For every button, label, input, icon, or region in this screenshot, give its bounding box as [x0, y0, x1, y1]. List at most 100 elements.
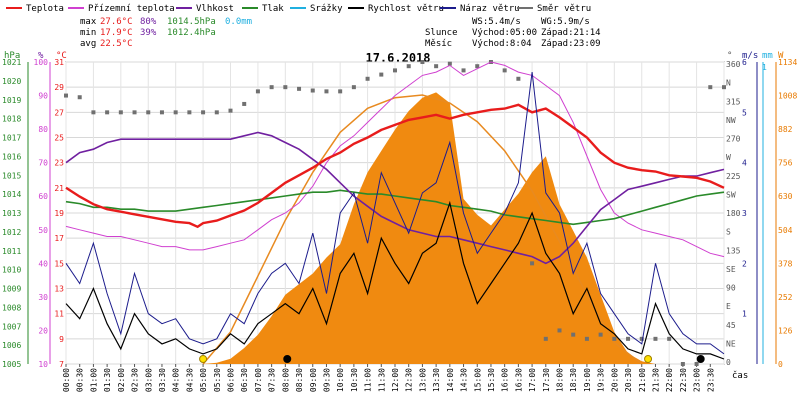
tick-label-time: 23:30	[706, 368, 715, 392]
stats-max-temp: 27.6°C	[100, 17, 133, 27]
wind-ws: WS:5.4m/s	[472, 17, 521, 27]
tick-label-hpa: 1008	[2, 303, 21, 312]
stats-avg-label: avg	[80, 39, 96, 49]
tick-label-temp: 25	[54, 134, 64, 143]
tick-label-temp: 27	[54, 108, 64, 117]
tick-label-time: 00:30	[76, 368, 85, 392]
stats-avg-temp: 22.5°C	[100, 39, 133, 49]
tick-label-time: 18:00	[556, 368, 565, 392]
tick-label-time: 18:30	[569, 368, 578, 392]
series-point-wind-direction	[283, 85, 288, 90]
series-point-wind-direction	[420, 60, 425, 64]
series-point-wind-direction	[201, 110, 206, 115]
legend-label: Teplota	[26, 4, 64, 14]
legend-label: Přízemní teplota	[88, 4, 175, 14]
tick-label-temp: 21	[54, 184, 64, 193]
tick-label-ms: 5	[742, 108, 747, 117]
tick-label-hpa: 1009	[2, 285, 21, 294]
tick-label-dir: W	[726, 153, 731, 162]
tick-label-time: 02:30	[131, 368, 140, 392]
stats-min-press: 1012.4hPa	[167, 28, 216, 38]
series-point-wind-direction	[77, 95, 82, 100]
series-point-wind-direction	[447, 61, 452, 66]
tick-label-time: 07:00	[254, 368, 263, 392]
tick-label-time: 08:00	[281, 368, 290, 392]
tick-label-time: 03:30	[158, 368, 167, 392]
tick-label-dir: E	[726, 302, 731, 311]
tick-label-time: 20:00	[610, 368, 619, 392]
tick-label-time: 06:30	[240, 368, 249, 392]
tick-label-time: 11:00	[364, 368, 373, 392]
axis-unit-time: čas	[732, 370, 748, 381]
tick-label-pct: 80	[38, 125, 48, 134]
moonset-marker	[696, 355, 705, 363]
series-point-wind-direction	[598, 332, 603, 337]
series-point-wind-direction	[584, 336, 589, 341]
sun-label: Slunce	[425, 28, 458, 38]
tick-label-temp: 13	[54, 285, 64, 294]
series-point-wind-direction	[626, 336, 631, 341]
tick-label-ms: 2	[742, 259, 747, 268]
series-point-wind-direction	[694, 362, 699, 366]
tick-label-ms: 3	[742, 209, 747, 218]
tick-label-time: 21:00	[638, 368, 647, 392]
tick-label-time: 07:30	[268, 368, 277, 392]
tick-label-time: 23:00	[693, 368, 702, 392]
stats-max-label: max	[80, 17, 97, 27]
stats-max-rain: 0.0mm	[225, 17, 252, 27]
series-point-wind-direction	[543, 336, 548, 341]
series-point-wind-direction	[64, 93, 68, 98]
tick-label-dir: 225	[726, 172, 741, 181]
tick-label-hpa: 1019	[2, 96, 21, 105]
tick-label-dir: 360	[726, 60, 741, 69]
series-point-wind-direction	[557, 328, 562, 333]
tick-label-time: 06:00	[227, 368, 236, 392]
series-point-wind-direction	[91, 110, 96, 115]
moonrise-marker	[283, 355, 292, 363]
tick-label-hpa: 1015	[2, 171, 21, 180]
series-line-ground-temperature	[65, 61, 725, 258]
legend-label: Rychlost větru	[368, 4, 444, 14]
tick-label-time: 22:30	[679, 368, 688, 392]
series-point-wind-direction	[434, 64, 439, 69]
axis-unit-hpa: hPa	[4, 51, 20, 61]
stats-max-hum: 80%	[140, 17, 157, 27]
tick-label-time: 11:30	[377, 368, 386, 392]
tick-label-hpa: 1017	[2, 134, 21, 143]
tick-label-w: 1134	[778, 58, 797, 67]
axis-unit-mm: mm	[762, 51, 773, 61]
series-point-wind-direction	[187, 110, 192, 115]
tick-label-pct: 90	[38, 92, 48, 101]
tick-label-ms: 1	[742, 310, 747, 319]
series-point-wind-direction	[475, 64, 480, 69]
axis-unit-deg: °	[727, 51, 732, 61]
moon-set: Západ:23:09	[541, 39, 601, 49]
tick-label-time: 16:00	[501, 368, 510, 392]
axis-unit-ms: m/s	[742, 51, 758, 61]
wind-wg: WG:5.9m/s	[541, 17, 590, 27]
tick-label-ms: 6	[742, 58, 747, 67]
series-point-wind-direction	[680, 362, 685, 366]
series-point-wind-direction	[146, 110, 151, 115]
tick-label-hpa: 1012	[2, 228, 21, 237]
series-point-wind-direction	[242, 101, 247, 106]
series-point-wind-direction	[351, 85, 356, 90]
tick-label-w: 378	[778, 259, 793, 268]
legend-label: Tlak	[262, 4, 284, 14]
tick-label-temp: 7	[59, 360, 64, 369]
tick-label-time: 09:00	[309, 368, 318, 392]
tick-label-dir: 90	[726, 284, 736, 293]
tick-label-time: 16:30	[514, 368, 523, 392]
stats-max-press: 1014.5hPa	[167, 17, 216, 27]
tick-label-time: 10:30	[350, 368, 359, 392]
tick-label-w: 630	[778, 192, 793, 201]
axis-unit-w: W	[778, 51, 784, 61]
sun-set: Západ:21:14	[541, 28, 601, 38]
tick-label-pct: 100	[34, 58, 49, 67]
tick-label-time: 04:00	[172, 368, 181, 392]
series-point-wind-direction	[502, 68, 507, 73]
tick-label-time: 22:00	[665, 368, 674, 392]
sun-moon-panel: WS:5.4m/s WG:5.9m/s Slunce Východ:05:00 …	[425, 17, 601, 49]
tick-label-w: 756	[778, 159, 793, 168]
